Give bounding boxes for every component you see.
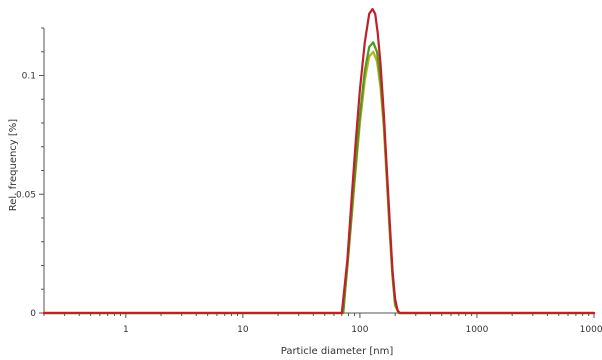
chart-series — [42, 7, 596, 315]
x-axis-title: Particle diameter [nm] — [281, 346, 394, 357]
x-tick-label: 1000 — [465, 325, 488, 335]
y-tick-label: 0.05 — [16, 190, 36, 200]
y-tick-label: 0 — [30, 309, 36, 319]
x-tick-label: 10 — [237, 325, 249, 335]
x-tick-label: 100 — [351, 325, 368, 335]
y-tick-label: 0.1 — [22, 72, 36, 82]
series-line-3 — [42, 7, 596, 315]
y-axis-title: Rel. frequency [%] — [8, 119, 19, 212]
y-axis-ticks: 0 0.05 0.1 — [16, 27, 44, 319]
chart-axes — [43, 28, 594, 314]
x-tick-label: 1 — [123, 325, 129, 335]
series-line-2 — [42, 41, 596, 315]
series-line-1 — [42, 50, 596, 315]
